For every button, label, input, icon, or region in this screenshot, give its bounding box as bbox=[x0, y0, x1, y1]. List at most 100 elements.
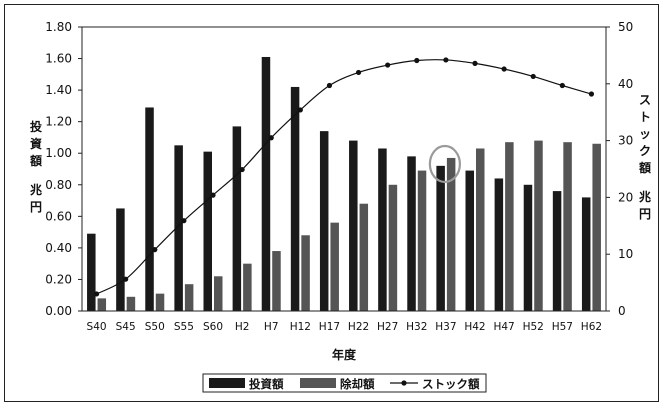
bar-investment-H47 bbox=[494, 178, 504, 311]
chart-frame bbox=[4, 4, 659, 402]
category-label: H47 bbox=[493, 321, 514, 333]
left-tick-label: 0.60 bbox=[45, 209, 72, 223]
bar-removal-H57 bbox=[563, 142, 572, 311]
left-axis-title-char: 兆 bbox=[30, 182, 42, 197]
bar-investment-S55 bbox=[174, 145, 183, 311]
right-axis-title-char: ク bbox=[639, 144, 651, 158]
category-label: S40 bbox=[87, 321, 107, 333]
category-label: S45 bbox=[116, 321, 136, 333]
left-tick-label: 0.40 bbox=[45, 241, 72, 255]
bar-investment-H27 bbox=[378, 148, 387, 311]
stock-point-S40 bbox=[93, 291, 100, 297]
bar-investment-S60 bbox=[203, 151, 212, 311]
right-tick-label: 30 bbox=[618, 134, 633, 148]
stock-point-H32 bbox=[414, 57, 420, 64]
category-label: H12 bbox=[290, 321, 311, 333]
right-axis-title-char: ト bbox=[639, 110, 651, 124]
stock-point-S55 bbox=[181, 218, 187, 224]
legend-box bbox=[202, 373, 487, 393]
bar-removal-H17 bbox=[330, 222, 339, 311]
right-tick-label: 40 bbox=[618, 77, 633, 91]
category-label: H27 bbox=[377, 321, 398, 333]
category-label: H52 bbox=[523, 321, 544, 333]
category-label: H37 bbox=[435, 321, 456, 333]
bar-removal-H37 bbox=[446, 157, 456, 311]
right-tick-label: 20 bbox=[618, 190, 633, 204]
bar-investment-H12 bbox=[290, 86, 300, 311]
highlight-ellipse bbox=[428, 144, 461, 184]
x-axis-title: 年度 bbox=[332, 347, 357, 362]
right-axis-title-char: 円 bbox=[639, 207, 651, 221]
left-tick-label: 1.20 bbox=[45, 115, 72, 129]
bar-removal-S45 bbox=[126, 296, 136, 311]
category-label: H57 bbox=[552, 321, 573, 333]
bar-removal-H2 bbox=[243, 263, 252, 311]
left-tick-label: 0.80 bbox=[45, 178, 72, 192]
bar-investment-H32 bbox=[407, 156, 416, 311]
stock-line bbox=[93, 57, 595, 297]
stock-point-H17 bbox=[326, 82, 333, 89]
category-label: H22 bbox=[348, 321, 369, 333]
left-tick-label: 1.00 bbox=[45, 146, 72, 160]
left-tick-label: 1.40 bbox=[45, 83, 72, 97]
right-tick-label: 0 bbox=[618, 304, 626, 318]
plot-area bbox=[81, 26, 607, 312]
bar-investment-H57 bbox=[552, 191, 562, 311]
bar-removal-H42 bbox=[476, 148, 485, 311]
bar-removal-H62 bbox=[592, 143, 601, 311]
legend: 投資額 除却額 ストック額 bbox=[202, 373, 487, 393]
left-axis-title-char: 円 bbox=[30, 200, 42, 214]
stock-point-H2 bbox=[239, 166, 245, 173]
bar-investment-H22 bbox=[349, 140, 358, 311]
annotation-circle bbox=[428, 144, 461, 184]
stock-point-S50 bbox=[152, 247, 158, 253]
right-axis-title-char: ス bbox=[639, 93, 651, 107]
left-axis-title-char: 資 bbox=[30, 136, 42, 151]
category-label: H17 bbox=[319, 321, 340, 333]
category-label: S60 bbox=[203, 321, 223, 333]
stock-point-H52 bbox=[530, 73, 536, 80]
stock-point-H7 bbox=[268, 135, 274, 141]
stock-point-H57 bbox=[559, 82, 565, 89]
bar-removal-H32 bbox=[417, 170, 427, 311]
legend-label-investment: 投資額 bbox=[249, 377, 284, 391]
bar-investment-H2 bbox=[232, 126, 242, 312]
bar-removal-S60 bbox=[214, 276, 223, 311]
category-labels: S40 S45 S50 S55 S60 H2 H7 H12 H17 H22 H27 H32 H37 H42… bbox=[87, 321, 603, 333]
category-label: H42 bbox=[464, 321, 485, 333]
bar-investment-H42 bbox=[465, 170, 474, 311]
right-axis-title-char: 兆 bbox=[639, 189, 651, 204]
bar-investment-H62 bbox=[581, 197, 591, 311]
category-label: H2 bbox=[235, 321, 250, 333]
category-label: H62 bbox=[581, 321, 602, 333]
bar-removal-H7 bbox=[272, 251, 281, 311]
stock-point-H27 bbox=[385, 62, 391, 68]
right-tick-label: 10 bbox=[618, 247, 633, 261]
left-axis-title-char: 額 bbox=[29, 153, 42, 168]
stock-line-path bbox=[96, 59, 592, 295]
stock-point-H42 bbox=[472, 60, 478, 66]
category-label: H7 bbox=[264, 321, 279, 333]
bar-investment-H17 bbox=[319, 131, 329, 311]
right-axis-title-char: 額 bbox=[638, 160, 651, 175]
left-tick-label: 0.00 bbox=[45, 304, 72, 318]
bar-investment-S40 bbox=[87, 233, 96, 311]
legend-label-stock: ストック額 bbox=[422, 377, 480, 391]
left-axis-title-char: 投 bbox=[30, 119, 42, 134]
left-tick-label: 1.80 bbox=[45, 20, 72, 34]
left-tick-label: 1.60 bbox=[45, 52, 72, 66]
bar-investment-S45 bbox=[116, 208, 125, 311]
left-tick-label: 0.20 bbox=[45, 272, 72, 286]
bar-removal-H22 bbox=[359, 203, 369, 311]
right-axis-ticks: 0 10 20 30 40 50 bbox=[606, 20, 633, 318]
legend-swatch-investment bbox=[209, 378, 245, 388]
bar-removal-S40 bbox=[97, 298, 107, 311]
bar-removal-H12 bbox=[301, 235, 310, 311]
legend-swatch-removal bbox=[300, 378, 336, 388]
bar-removal-H52 bbox=[534, 140, 543, 311]
stock-point-H37 bbox=[443, 57, 449, 63]
bar-removal-H47 bbox=[505, 142, 514, 311]
category-label: S50 bbox=[145, 321, 165, 333]
